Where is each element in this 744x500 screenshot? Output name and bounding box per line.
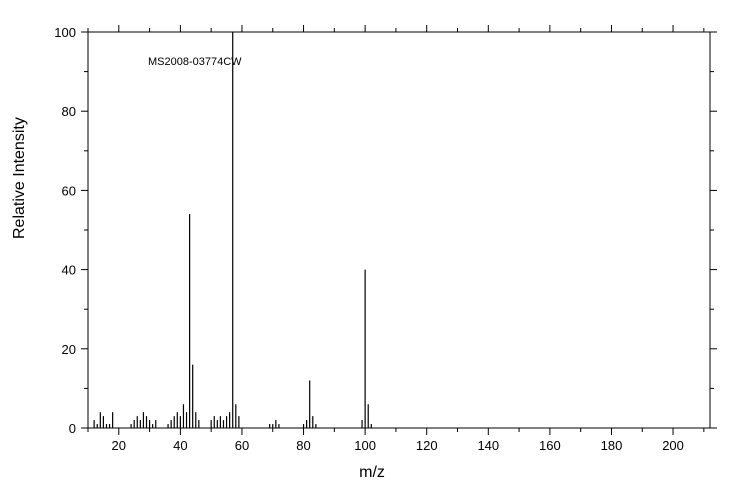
svg-text:0: 0 [69, 421, 76, 436]
svg-text:20: 20 [62, 342, 76, 357]
x-axis-label: m/z [359, 464, 385, 482]
svg-text:60: 60 [235, 438, 249, 453]
svg-text:20: 20 [112, 438, 126, 453]
y-axis-label: Relative Intensity [11, 117, 29, 239]
svg-text:140: 140 [477, 438, 499, 453]
svg-text:180: 180 [601, 438, 623, 453]
svg-text:100: 100 [54, 25, 76, 40]
svg-text:160: 160 [539, 438, 561, 453]
svg-text:80: 80 [62, 104, 76, 119]
svg-text:100: 100 [354, 438, 376, 453]
svg-text:60: 60 [62, 183, 76, 198]
svg-text:80: 80 [296, 438, 310, 453]
svg-text:120: 120 [416, 438, 438, 453]
svg-text:200: 200 [662, 438, 684, 453]
mass-spectrum-chart: 20 40 60 80 100 120 140 160 180 200 0 20 40 60 80 100 R… [0, 0, 744, 500]
svg-text:40: 40 [62, 263, 76, 278]
svg-text:40: 40 [173, 438, 187, 453]
chart-canvas: 20 40 60 80 100 120 140 160 180 200 0 20 40 60 80 100 [0, 0, 744, 500]
spectrum-id-annotation: MS2008-03774CW [148, 56, 242, 68]
